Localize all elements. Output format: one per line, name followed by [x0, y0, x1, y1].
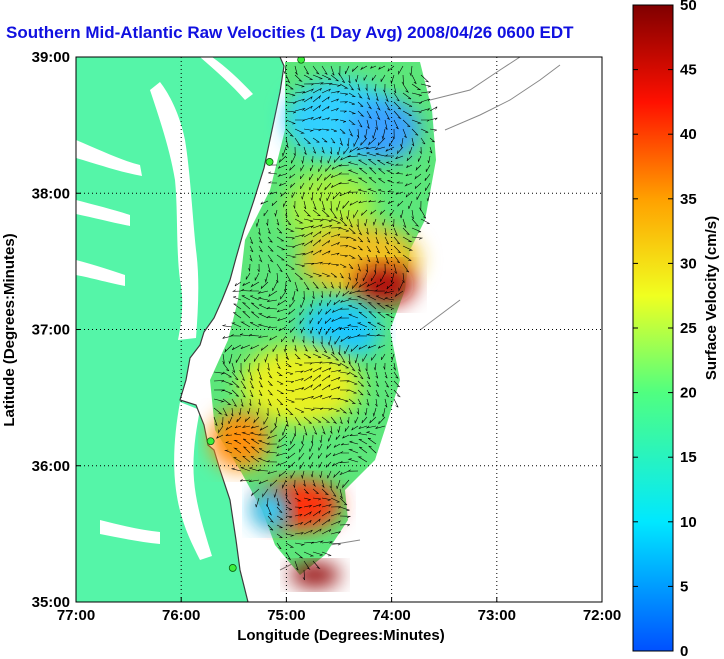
radar-site-marker	[297, 57, 306, 64]
x-tick-label: 76:00	[162, 607, 200, 624]
radar-sites	[206, 57, 306, 572]
colorbar-tick-label: 45	[680, 62, 697, 79]
x-tick-label: 72:00	[583, 607, 621, 624]
velocity-arrows	[213, 65, 438, 581]
colorbar-tick-label: 35	[680, 191, 697, 208]
colorbar-tick-label: 30	[680, 255, 697, 272]
river-inlet	[100, 520, 160, 544]
colorbar-scale	[632, 4, 674, 652]
delaware-bay	[200, 57, 253, 100]
x-tick-label: 73:00	[478, 607, 516, 624]
colorbar-tick-label: 50	[680, 0, 697, 14]
colorbar-tick-label: 10	[680, 514, 697, 531]
y-axis-label: Latitude (Degrees:Minutes)	[1, 233, 18, 426]
velocity-blob	[355, 265, 415, 305]
bay-inlets	[76, 140, 142, 286]
y-tick-label: 36:00	[32, 458, 70, 475]
velocity-blob	[290, 563, 340, 587]
colorbar: 0 5 10 15 20 25 30 35 40 45 50 Surface Velocity (c…	[632, 0, 720, 659]
y-axis-ticks: 35:00 36:00 37:00 38:00 39:00	[32, 49, 81, 611]
x-tick-label: 74:00	[372, 607, 410, 624]
y-tick-label: 35:00	[32, 594, 70, 611]
colorbar-tick-label: 25	[680, 320, 697, 337]
plot-area	[76, 57, 602, 602]
coastline	[179, 57, 561, 602]
chart-title: Southern Mid-Atlantic Raw Velocities (1 …	[6, 23, 574, 42]
y-tick-label: 39:00	[32, 49, 70, 66]
radar-site-marker	[265, 158, 274, 166]
pamlico-sound	[174, 402, 212, 560]
grid-lines	[76, 57, 602, 602]
chesapeake-bay	[150, 82, 199, 340]
x-axis-label: Longitude (Degrees:Minutes)	[237, 627, 445, 644]
velocity-blob	[210, 410, 270, 470]
y-tick-label: 38:00	[32, 185, 70, 202]
y-tick-label: 37:00	[32, 322, 70, 339]
colorbar-label: Surface Velocity (cm/s)	[703, 216, 720, 380]
colorbar-tick-label: 15	[680, 449, 697, 466]
arrow-set	[213, 65, 438, 581]
colorbar-ticks: 0 5 10 15 20 25 30 35 40 45 50	[633, 0, 697, 659]
x-tick-label: 77:00	[57, 607, 95, 624]
coastline-path	[179, 57, 285, 602]
colorbar-tick-label: 20	[680, 385, 697, 402]
colorbar-tick-label: 5	[680, 578, 688, 595]
x-tick-label: 75:00	[267, 607, 305, 624]
x-axis-ticks: 77:00 76:00 75:00 74:00 73:00 72:00	[57, 597, 621, 624]
radar-site-marker	[228, 564, 237, 572]
radar-site-marker	[206, 437, 215, 446]
colorbar-tick-label: 0	[680, 643, 688, 659]
velocity-blob	[250, 490, 290, 530]
bathymetry-contours	[279, 57, 561, 571]
colorbar-tick-label: 40	[680, 126, 697, 143]
